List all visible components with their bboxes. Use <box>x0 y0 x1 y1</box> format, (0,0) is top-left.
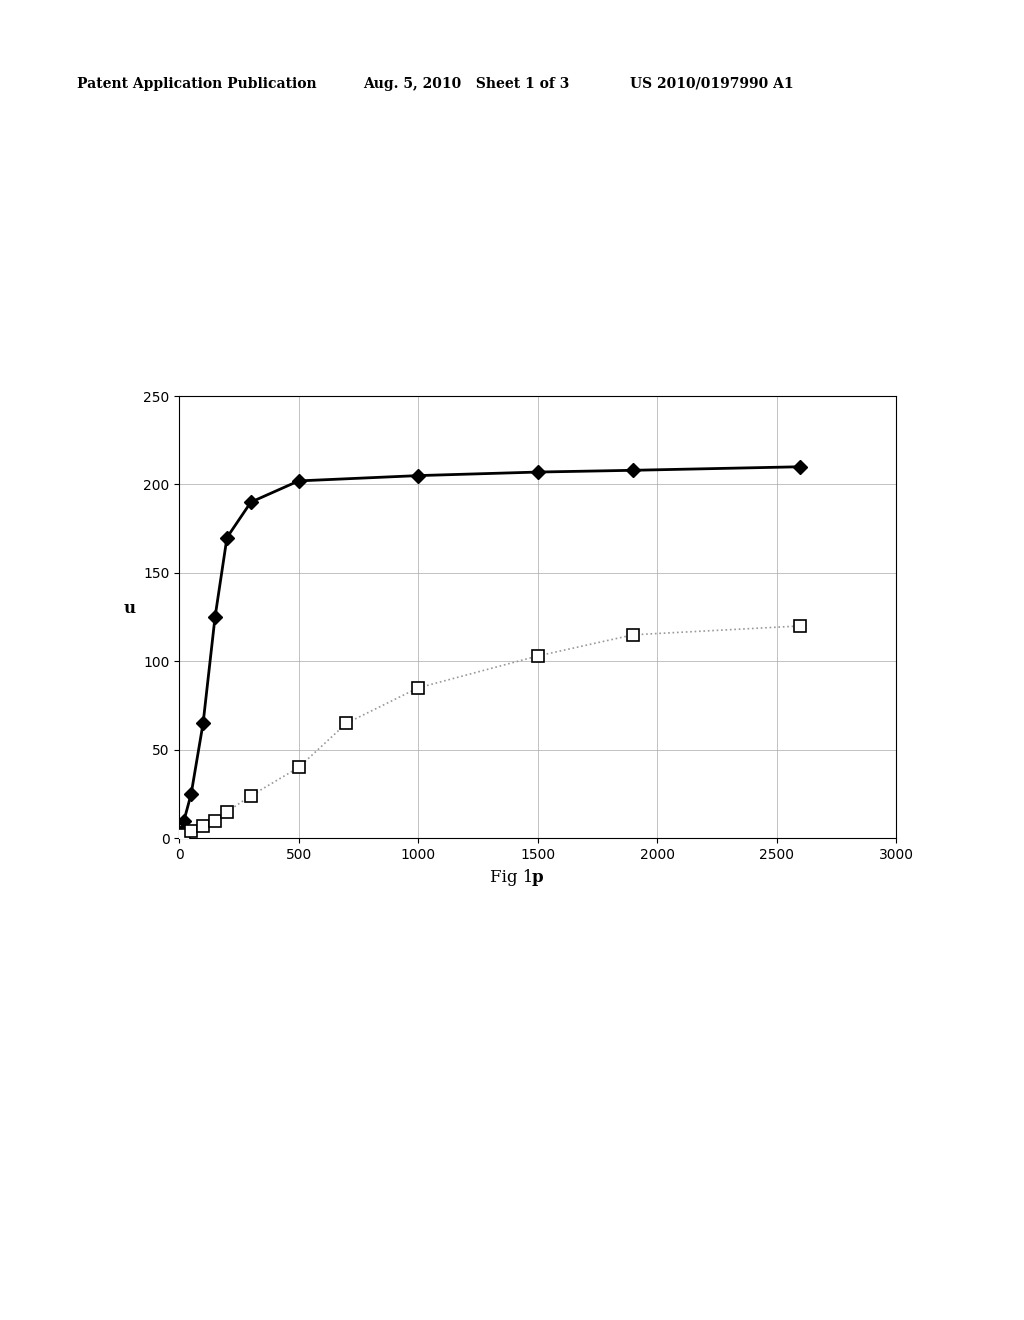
Text: US 2010/0197990 A1: US 2010/0197990 A1 <box>630 77 794 91</box>
Y-axis label: u: u <box>123 601 135 618</box>
Text: Fig 1: Fig 1 <box>490 869 534 886</box>
Text: Aug. 5, 2010   Sheet 1 of 3: Aug. 5, 2010 Sheet 1 of 3 <box>364 77 570 91</box>
Text: Patent Application Publication: Patent Application Publication <box>77 77 316 91</box>
X-axis label: p: p <box>531 869 544 886</box>
